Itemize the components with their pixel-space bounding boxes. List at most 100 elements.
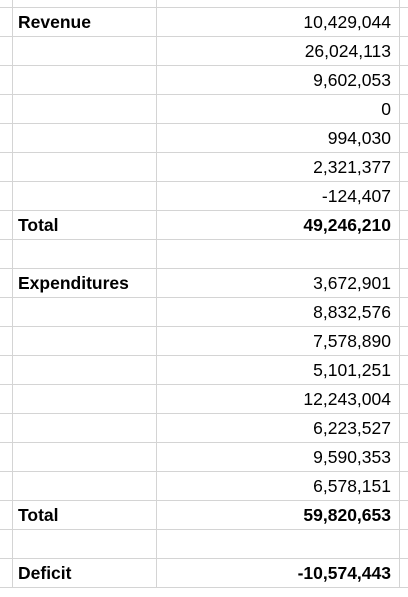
row-label-cell[interactable]: Revenue [13,8,157,37]
row-label-cell[interactable] [13,443,157,472]
cell-column-tail[interactable] [400,240,408,269]
row-label-cell[interactable] [13,182,157,211]
row-label-cell[interactable] [13,414,157,443]
row-label-cell[interactable] [13,385,157,414]
cell-column-tail[interactable] [400,559,408,588]
amount-cell[interactable]: 12,243,004 [157,385,400,414]
amount-cell[interactable]: 6,578,151 [157,472,400,501]
cell-column-lead[interactable] [0,269,13,298]
amount-cell[interactable]: 5,101,251 [157,356,400,385]
cell-column-lead[interactable] [0,124,13,153]
table-row: 8,832,576 [0,298,408,327]
cell-column-lead[interactable] [0,298,13,327]
amount-cell[interactable]: 9,602,053 [157,66,400,95]
cell-column-tail[interactable] [400,501,408,530]
empty-cell[interactable] [0,0,13,8]
row-label-cell[interactable] [13,240,157,269]
table-row [0,530,408,559]
cell-column-lead[interactable] [0,8,13,37]
cell-column-tail[interactable] [400,443,408,472]
table-row: Revenue 10,429,044 [0,8,408,37]
row-label-cell[interactable]: Total [13,501,157,530]
cell-column-lead[interactable] [0,153,13,182]
row-label-cell[interactable]: Deficit [13,559,157,588]
row-label-cell[interactable] [13,472,157,501]
row-label-cell[interactable] [13,153,157,182]
row-label-cell[interactable] [13,95,157,124]
amount-cell[interactable] [157,530,400,559]
amount-cell[interactable]: 994,030 [157,124,400,153]
table-row: 5,101,251 [0,356,408,385]
row-label-cell[interactable]: Total [13,211,157,240]
cell-column-lead[interactable] [0,240,13,269]
cell-column-tail[interactable] [400,211,408,240]
cell-column-lead[interactable] [0,501,13,530]
cell-column-lead[interactable] [0,356,13,385]
cell-column-tail[interactable] [400,37,408,66]
cell-column-tail[interactable] [400,182,408,211]
table-row: 0 [0,95,408,124]
table-row: 994,030 [0,124,408,153]
amount-cell[interactable] [157,240,400,269]
table-row: 12,243,004 [0,385,408,414]
amount-cell[interactable]: -124,407 [157,182,400,211]
cell-column-lead[interactable] [0,66,13,95]
cell-column-tail[interactable] [400,356,408,385]
empty-cell[interactable] [400,0,408,8]
cell-column-lead[interactable] [0,211,13,240]
cell-column-lead[interactable] [0,472,13,501]
cell-column-tail[interactable] [400,8,408,37]
table-row [0,240,408,269]
amount-cell[interactable]: -10,574,443 [157,559,400,588]
cell-column-tail[interactable] [400,530,408,559]
amount-cell[interactable]: 6,223,527 [157,414,400,443]
table-row: 6,578,151 [0,472,408,501]
row-label-cell[interactable] [13,298,157,327]
row-label-cell[interactable] [13,37,157,66]
table-row: Total 49,246,210 [0,211,408,240]
cell-column-lead[interactable] [0,559,13,588]
cell-column-tail[interactable] [400,327,408,356]
table-row: Deficit -10,574,443 [0,559,408,588]
row-label-cell[interactable] [13,356,157,385]
cell-column-tail[interactable] [400,269,408,298]
table-row: 9,602,053 [0,66,408,95]
row-label-cell[interactable] [13,66,157,95]
row-label-cell[interactable] [13,530,157,559]
cell-column-lead[interactable] [0,385,13,414]
empty-cell[interactable] [13,0,157,8]
amount-cell[interactable]: 0 [157,95,400,124]
cell-column-lead[interactable] [0,37,13,66]
cell-column-lead[interactable] [0,530,13,559]
row-label-cell[interactable]: Expenditures [13,269,157,298]
amount-cell[interactable]: 26,024,113 [157,37,400,66]
amount-cell[interactable]: 2,321,377 [157,153,400,182]
cell-column-lead[interactable] [0,414,13,443]
cell-column-tail[interactable] [400,472,408,501]
table-row: Total 59,820,653 [0,501,408,530]
amount-cell[interactable]: 49,246,210 [157,211,400,240]
table-row: Expenditures 3,672,901 [0,269,408,298]
table-row: 7,578,890 [0,327,408,356]
cell-column-tail[interactable] [400,414,408,443]
empty-cell[interactable] [157,0,400,8]
amount-cell[interactable]: 10,429,044 [157,8,400,37]
cell-column-tail[interactable] [400,385,408,414]
cell-column-tail[interactable] [400,124,408,153]
amount-cell[interactable]: 9,590,353 [157,443,400,472]
cell-column-lead[interactable] [0,327,13,356]
cell-column-lead[interactable] [0,182,13,211]
cell-column-lead[interactable] [0,443,13,472]
cell-column-lead[interactable] [0,95,13,124]
cell-column-tail[interactable] [400,153,408,182]
cell-column-tail[interactable] [400,66,408,95]
amount-cell[interactable]: 59,820,653 [157,501,400,530]
cell-column-tail[interactable] [400,95,408,124]
row-label-cell[interactable] [13,124,157,153]
amount-cell[interactable]: 3,672,901 [157,269,400,298]
row-label-cell[interactable] [13,327,157,356]
amount-cell[interactable]: 8,832,576 [157,298,400,327]
amount-cell[interactable]: 7,578,890 [157,327,400,356]
cell-column-tail[interactable] [400,298,408,327]
